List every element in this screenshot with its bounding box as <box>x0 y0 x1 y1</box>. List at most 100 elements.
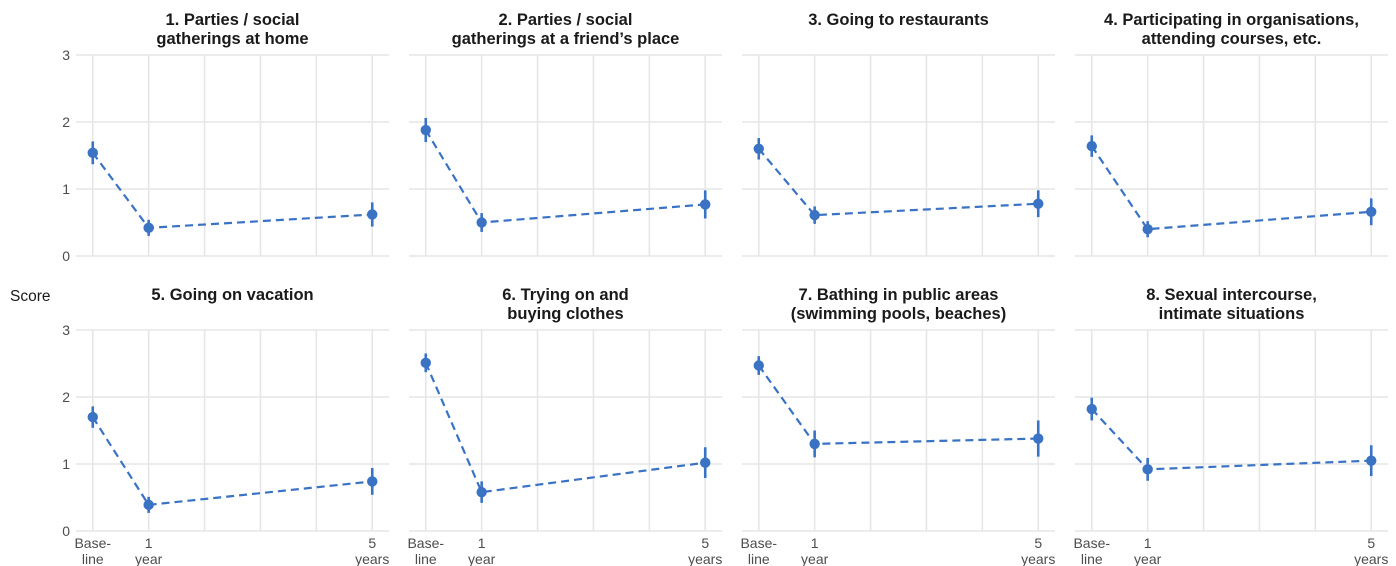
x-tick-label-line: year <box>135 551 163 566</box>
x-tick-label-line: 5 <box>701 535 709 551</box>
data-point <box>1086 403 1097 415</box>
panel-title: 3. Going to restaurants <box>808 11 989 29</box>
x-tick-label-line: line <box>415 551 437 566</box>
panel-title-line: 2. Parties / social <box>499 11 633 29</box>
x-tick-label: 1 year <box>801 535 829 566</box>
x-tick-label-line: 1 <box>1144 535 1152 551</box>
x-tick-label: 5 years <box>1354 535 1388 566</box>
panel-6: Base-line 1 year 5 years 6. Trying on and buyi… <box>407 286 722 566</box>
x-tick-label-line: year <box>1134 551 1162 566</box>
series-line <box>91 416 373 507</box>
data-point <box>476 486 487 498</box>
data-point <box>700 457 711 468</box>
x-tick-label: 1 year <box>1134 535 1162 566</box>
panel-title-line: intimate situations <box>1159 305 1305 323</box>
x-tick-label-line: 5 <box>1367 535 1375 551</box>
panel-title-line: 6. Trying on and <box>502 286 629 304</box>
x-tick-label-line: 1 <box>478 535 486 551</box>
panel-8: Base-line 1 year 5 years 8. Sexual intercours… <box>1073 286 1388 566</box>
data-point <box>753 143 764 154</box>
series-line <box>91 152 373 229</box>
x-tick-label-line: line <box>1081 551 1103 566</box>
x-tick-label-line: Base- <box>1073 535 1110 551</box>
x-tick-label: 1 year <box>468 535 496 566</box>
panel-title-line: 8. Sexual intercourse, <box>1146 286 1317 304</box>
panel-title: 5. Going on vacation <box>151 286 313 304</box>
x-tick-label: 5 years <box>1021 535 1055 566</box>
data-point <box>1142 224 1153 235</box>
data-point <box>476 217 487 228</box>
x-tick-label: 1 year <box>135 535 163 566</box>
data-point <box>420 124 431 136</box>
y-tick-label: 0 <box>62 248 70 264</box>
panel-title: 1. Parties / social gatherings at home <box>156 11 308 48</box>
y-tick-label: 3 <box>62 322 70 338</box>
panel-3: 3. Going to restaurants <box>742 11 1055 257</box>
series-line <box>424 129 706 224</box>
x-tick-label-line: years <box>688 551 722 566</box>
panel-title-line: 1. Parties / social <box>166 11 300 29</box>
series-line <box>424 362 706 494</box>
data-point <box>143 499 154 511</box>
panel-title-line: gatherings at a friend’s place <box>452 30 680 48</box>
x-tick-label: Base-line <box>407 535 444 566</box>
y-tick-label: 1 <box>62 181 70 197</box>
panel-title-line: 7. Bathing in public areas <box>799 286 999 304</box>
x-tick-label: Base-line <box>1073 535 1110 566</box>
data-point <box>367 476 378 487</box>
x-tick-label-line: year <box>468 551 496 566</box>
data-point <box>1366 455 1377 466</box>
data-point <box>753 360 764 371</box>
panel-title-line: 3. Going to restaurants <box>808 11 989 29</box>
data-point <box>1366 206 1377 217</box>
y-tick-label: 3 <box>62 47 70 63</box>
data-point <box>367 209 378 220</box>
data-point <box>420 357 431 369</box>
x-tick-label-line: Base- <box>740 535 777 551</box>
panel-7: Base-line 1 year 5 years 7. Bathing in public… <box>740 286 1055 566</box>
x-tick-label-line: years <box>1021 551 1055 566</box>
panel-title-line: 4. Participating in organisations, <box>1104 11 1359 29</box>
data-point <box>700 199 711 210</box>
y-tick-label: 2 <box>62 389 70 405</box>
x-tick-label: Base-line <box>74 535 111 566</box>
x-tick-label: 5 years <box>355 535 389 566</box>
panel-title: 6. Trying on and buying clothes <box>502 286 629 323</box>
panel-title-line: attending courses, etc. <box>1142 30 1322 48</box>
x-tick-label-line: line <box>748 551 770 566</box>
panel-title: 2. Parties / social gatherings at a frien… <box>452 11 680 48</box>
data-point <box>1033 198 1044 209</box>
x-tick-label-line: 1 <box>811 535 819 551</box>
panel-title-line: (swimming pools, beaches) <box>791 305 1006 323</box>
panel-title-line: gatherings at home <box>156 30 308 48</box>
series-line <box>1090 408 1372 471</box>
x-tick-label-line: year <box>801 551 829 566</box>
y-tick-label: 0 <box>62 523 70 539</box>
x-tick-label-line: line <box>82 551 104 566</box>
x-tick-label: Base-line <box>740 535 777 566</box>
y-tick-label: 1 <box>62 456 70 472</box>
x-tick-label-line: 5 <box>1034 535 1042 551</box>
x-tick-label-line: Base- <box>407 535 444 551</box>
y-tick-label: 2 <box>62 114 70 130</box>
data-point <box>143 222 154 234</box>
data-point <box>809 209 820 221</box>
panel-title: 8. Sexual intercourse, intimate situation… <box>1146 286 1317 323</box>
panel-2: 2. Parties / social gatherings at a frien… <box>409 11 722 257</box>
data-point <box>87 147 98 159</box>
panel-1: 0 1 2 3 1. Parties / social gatherings at hom… <box>62 11 389 264</box>
data-point <box>1142 464 1153 475</box>
x-tick-label-line: Base- <box>74 535 111 551</box>
data-point <box>1086 140 1097 152</box>
series-line <box>757 148 1039 217</box>
x-tick-label-line: years <box>1354 551 1388 566</box>
data-point <box>1033 433 1044 444</box>
x-tick-label-line: 5 <box>368 535 376 551</box>
x-tick-label-line: 1 <box>145 535 153 551</box>
x-tick-label-line: years <box>355 551 389 566</box>
data-point <box>87 411 98 423</box>
panel-title-line: buying clothes <box>507 305 623 323</box>
data-point <box>809 438 820 450</box>
